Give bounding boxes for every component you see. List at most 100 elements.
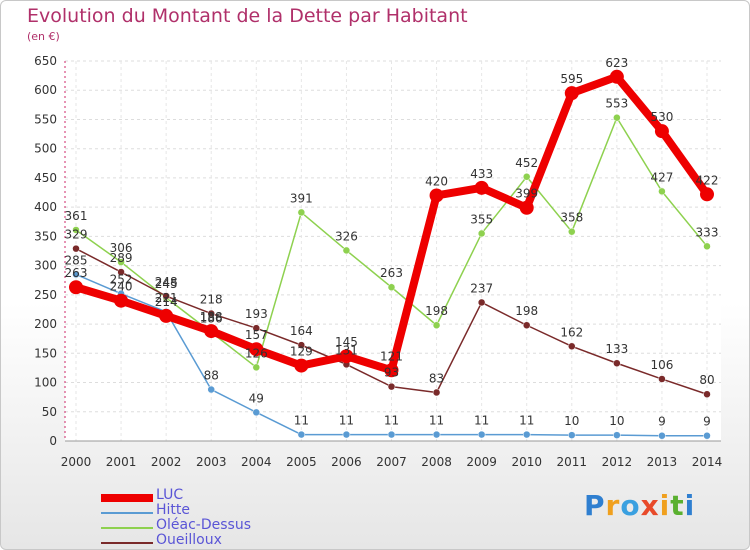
x-tick-label: 2008: [421, 455, 452, 469]
data-label: 289: [110, 251, 133, 265]
data-point: [477, 298, 486, 307]
data-point: [474, 180, 489, 195]
legend-swatch: [101, 542, 153, 544]
data-label: 358: [560, 211, 583, 225]
data-label: 333: [696, 225, 719, 239]
x-tick-label: 2003: [196, 455, 227, 469]
data-label: 133: [605, 342, 628, 356]
data-point: [117, 258, 125, 266]
data-label: 218: [200, 293, 223, 307]
data-label: 11: [429, 414, 444, 428]
x-tick-label: 2002: [151, 455, 182, 469]
data-label: 193: [245, 307, 268, 321]
data-point: [387, 430, 396, 439]
data-point: [522, 321, 531, 329]
y-tick-label: 400: [34, 200, 57, 214]
data-point: [658, 431, 666, 440]
legend-label: Oueilloux: [156, 532, 222, 548]
data-label: 88: [204, 369, 219, 383]
plot-area: [65, 61, 721, 441]
data-label: 83: [429, 371, 444, 385]
data-label: 237: [470, 281, 493, 295]
y-tick-label: 200: [34, 317, 57, 331]
x-tick-label: 2009: [466, 455, 497, 469]
y-tick-label: 350: [34, 229, 57, 243]
data-point: [613, 359, 621, 367]
data-label: 355: [470, 212, 493, 226]
data-point: [703, 390, 711, 398]
x-tick-label: 2005: [286, 455, 317, 469]
data-point: [522, 173, 531, 181]
x-tick-label: 2000: [61, 455, 92, 469]
data-point: [387, 382, 396, 391]
y-tick-label: 300: [34, 259, 57, 273]
y-tick-label: 100: [34, 376, 57, 390]
data-label: 11: [294, 414, 309, 428]
legend-swatch: [101, 512, 153, 514]
data-point: [297, 341, 306, 349]
data-point: [72, 270, 80, 279]
data-point: [207, 309, 215, 318]
legend-swatch: [101, 494, 153, 502]
data-label: 11: [384, 414, 399, 428]
data-label: 198: [515, 304, 538, 318]
data-label: 162: [560, 325, 583, 339]
data-label: 145: [335, 335, 358, 349]
data-point: [703, 431, 711, 440]
data-label: 263: [380, 266, 403, 280]
x-tick-label: 2012: [602, 455, 633, 469]
data-point: [297, 208, 306, 217]
y-tick-label: 650: [34, 54, 57, 68]
data-label: 11: [519, 414, 534, 428]
y-tick-label: 250: [34, 288, 57, 302]
data-point: [342, 246, 351, 255]
legend-swatch: [101, 527, 153, 529]
data-point: [613, 113, 621, 122]
data-label: 11: [339, 414, 354, 428]
data-label: 553: [605, 97, 628, 111]
y-tick-label: 0: [49, 434, 57, 448]
data-label: 285: [65, 253, 88, 267]
data-label: 248: [155, 275, 178, 289]
legend-label: Hitte: [156, 502, 191, 518]
y-tick-label: 500: [34, 142, 57, 156]
data-point: [568, 342, 576, 351]
data-point: [72, 226, 80, 234]
data-label: 623: [605, 56, 628, 70]
data-point: [387, 283, 396, 291]
data-label: 399: [515, 187, 538, 201]
data-point: [252, 363, 261, 372]
data-label: 188: [200, 310, 223, 324]
data-point: [252, 408, 261, 417]
data-point: [477, 229, 486, 238]
data-label: 326: [335, 229, 358, 243]
x-tick-label: 2011: [557, 455, 588, 469]
legend-label: LUC: [156, 487, 184, 503]
x-tick-label: 2004: [241, 455, 272, 469]
data-label: 361: [65, 209, 88, 223]
data-label: 252: [110, 273, 133, 287]
data-label: 391: [290, 191, 313, 205]
data-label: 93: [384, 366, 399, 380]
data-point: [294, 358, 309, 373]
legend-label: Oléac-Dessus: [156, 517, 251, 533]
data-point: [609, 69, 624, 84]
data-point: [654, 124, 669, 139]
data-label: 10: [609, 414, 624, 428]
y-tick-label: 550: [34, 112, 57, 126]
brand-logo: Proxiti: [584, 489, 696, 522]
data-point: [162, 292, 170, 300]
data-label: 240: [110, 280, 133, 294]
data-point: [703, 242, 711, 251]
y-tick-label: 450: [34, 171, 57, 185]
data-point: [613, 431, 621, 439]
data-label: 80: [699, 373, 714, 387]
data-label: 10: [564, 414, 579, 428]
data-point: [432, 321, 441, 329]
data-point: [249, 342, 264, 357]
data-label: 245: [155, 277, 178, 291]
data-label: 329: [65, 228, 88, 242]
data-label: 595: [560, 72, 583, 86]
data-label: 198: [425, 304, 448, 318]
